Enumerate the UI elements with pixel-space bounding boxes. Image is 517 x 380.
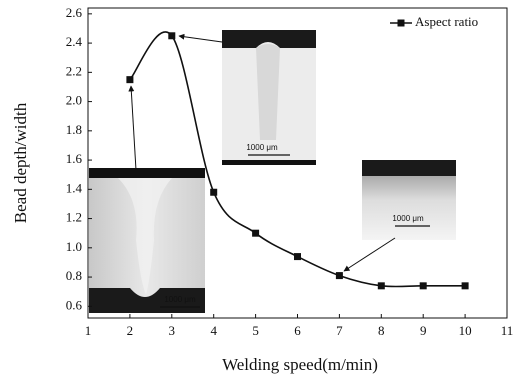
marker: [252, 230, 259, 237]
y-tick-label: 2.0: [66, 93, 82, 108]
arrow: [131, 86, 136, 170]
arrow: [344, 238, 395, 271]
marker: [210, 189, 217, 196]
x-tick-label: 4: [210, 323, 217, 338]
marker: [336, 272, 343, 279]
x-tick-label: 10: [459, 323, 472, 338]
scale-label: 1000 μm: [164, 295, 196, 304]
y-tick-label: 1.8: [66, 122, 82, 137]
x-tick-label: 3: [169, 323, 176, 338]
y-tick-label: 1.4: [66, 180, 83, 195]
x-tick-label: 7: [336, 323, 343, 338]
marker: [168, 32, 175, 39]
marker: [294, 253, 301, 260]
micrograph: 1000 μm: [362, 160, 456, 240]
x-tick-label: 6: [294, 323, 301, 338]
legend-marker: [398, 20, 405, 27]
scale-label: 1000 μm: [392, 214, 424, 223]
y-tick-label: 0.8: [66, 268, 82, 283]
y-tick-label: 1.2: [66, 210, 82, 225]
arrow: [179, 36, 222, 42]
legend-label: Aspect ratio: [415, 14, 478, 29]
insets: 1000 μm 1000 μm 1000 μm: [89, 30, 456, 313]
scale-label: 1000 μm: [246, 143, 278, 152]
chart: 1000 μm 1000 μm 1000 μm Welding speed(m/…: [0, 0, 517, 380]
marker: [462, 282, 469, 289]
marker: [420, 282, 427, 289]
x-tick-label: 5: [252, 323, 259, 338]
micrograph: 1000 μm: [89, 168, 205, 313]
marker: [378, 282, 385, 289]
y-tick-label: 0.6: [66, 297, 83, 312]
micrograph: 1000 μm: [222, 30, 316, 165]
x-tick-label: 2: [127, 323, 134, 338]
marker: [126, 76, 133, 83]
y-axis-title: Bead depth/width: [11, 102, 30, 223]
y-tick-label: 2.6: [66, 5, 83, 20]
x-tick-label: 11: [501, 323, 514, 338]
y-tick-label: 1.6: [66, 151, 83, 166]
y-tick-label: 1.0: [66, 239, 82, 254]
y-tick-label: 2.2: [66, 63, 82, 78]
x-tick-label: 1: [85, 323, 92, 338]
x-tick-label: 9: [420, 323, 427, 338]
x-tick-label: 8: [378, 323, 385, 338]
x-axis-title: Welding speed(m/min): [222, 355, 378, 374]
y-tick-label: 2.4: [66, 34, 83, 49]
